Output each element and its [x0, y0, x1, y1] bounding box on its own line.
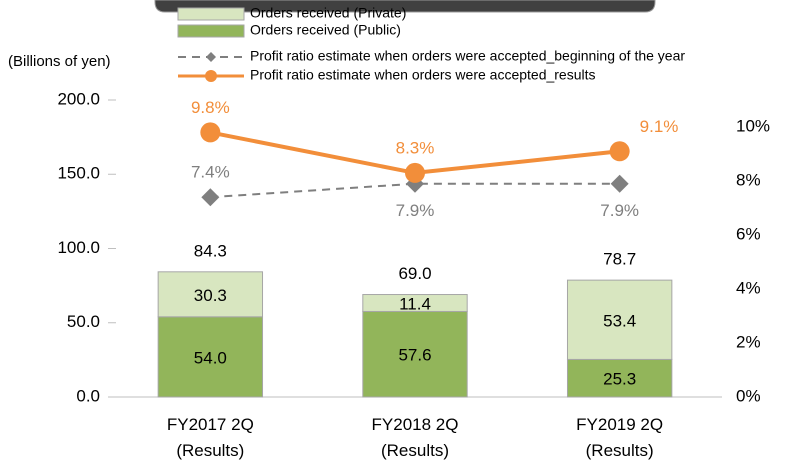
y-tick-label: 200.0: [57, 89, 100, 108]
y2-tick-label: 10%: [736, 116, 770, 135]
y2-tick-label: 6%: [736, 224, 761, 243]
bar: [566, 358, 673, 398]
line-value-label: 9.1%: [640, 117, 679, 136]
bar-value-label: 57.6: [398, 346, 431, 365]
marker: [201, 188, 220, 207]
bar-value-label: 54.0: [194, 348, 227, 367]
legend-marker: [205, 70, 217, 82]
line-value-label: 7.4%: [191, 163, 230, 182]
header-box: [154, 0, 656, 13]
marker: [609, 141, 630, 162]
line-value-label: 7.9%: [396, 201, 435, 220]
y2-tick-label: 0%: [736, 386, 761, 405]
legend-label: Orders received (Public): [250, 22, 401, 38]
x-tick-label: FY2018 2Q (Results): [371, 415, 459, 460]
bar-value-label: 53.4: [603, 311, 636, 330]
y-tick-label: 50.0: [67, 312, 100, 331]
line-value-label: 7.9%: [600, 201, 639, 220]
marker: [200, 122, 221, 143]
bar-value-label: 25.3: [603, 370, 636, 389]
legend-marker: [206, 52, 216, 62]
line-value-label: 9.8%: [191, 98, 230, 117]
y-tick-label: 150.0: [57, 164, 100, 183]
x-tick-label: FY2019 2Q (Results): [576, 415, 664, 460]
marker: [405, 162, 425, 183]
marker: [610, 174, 629, 193]
x-tick-label: FY2017 2Q (Results): [166, 415, 254, 460]
legend-swatch: [177, 24, 245, 38]
y-axis-label: (Billions of yen): [8, 53, 111, 70]
y2-tick-label: 8%: [736, 170, 761, 189]
total-label: 69.0: [398, 264, 431, 283]
line-value-label: 8.3%: [396, 138, 435, 157]
legend-label: Orders received (Private): [250, 5, 406, 21]
total-label: 84.3: [194, 241, 227, 260]
total-label: 78.7: [603, 250, 636, 269]
bar-value-label: 30.3: [194, 286, 227, 305]
y2-tick-label: 4%: [736, 278, 761, 297]
y2-tick-label: 2%: [736, 332, 761, 351]
bar: [362, 310, 468, 398]
y-tick-label: 0.0: [76, 386, 100, 405]
legend-label: Profit ratio estimate when orders were a…: [250, 67, 596, 83]
bar: [362, 294, 468, 312]
line: [210, 182, 620, 199]
y-tick-label: 100.0: [57, 238, 100, 257]
legend-swatch: [177, 7, 245, 21]
bar-value-label: 11.4: [399, 294, 431, 313]
bar: [566, 279, 673, 360]
bar: [157, 271, 264, 318]
legend-label: Profit ratio estimate when orders were a…: [250, 48, 685, 64]
